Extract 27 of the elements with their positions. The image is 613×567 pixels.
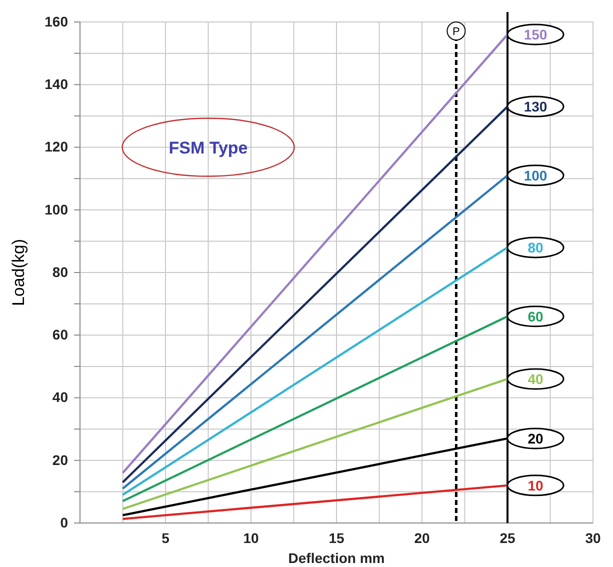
series-label: 130: [524, 98, 548, 115]
series-label: 40: [528, 370, 544, 387]
y-tick-label: 80: [52, 264, 68, 280]
y-tick-label: 0: [60, 514, 68, 530]
x-tick-label: 30: [585, 530, 601, 546]
x-tick-label: 25: [500, 530, 516, 546]
y-tick-label: 60: [52, 326, 68, 343]
y-tick-label: 20: [52, 452, 68, 468]
y-tick-label: 100: [44, 201, 68, 218]
y-axis-title: Load(kg): [9, 238, 28, 306]
annotation: FSM Type: [168, 138, 248, 158]
series-label: 20: [528, 430, 544, 446]
ref-line-label: P: [452, 26, 460, 38]
x-axis-title: Deflection mm: [288, 550, 385, 566]
y-tick-label: 120: [44, 138, 68, 155]
x-tick-label: 10: [243, 530, 259, 546]
series-label: 80: [528, 239, 544, 256]
series-label: 150: [524, 26, 548, 43]
y-tick-label: 160: [44, 13, 68, 30]
series-label: 10: [528, 477, 544, 494]
y-tick-label: 140: [44, 76, 68, 92]
x-tick-label: 15: [328, 530, 344, 546]
series-label: 60: [528, 308, 544, 324]
series-label: 100: [524, 167, 548, 184]
x-tick-label: 20: [414, 530, 430, 546]
y-tick-label: 40: [52, 389, 68, 406]
x-tick-label: 5: [162, 530, 170, 546]
